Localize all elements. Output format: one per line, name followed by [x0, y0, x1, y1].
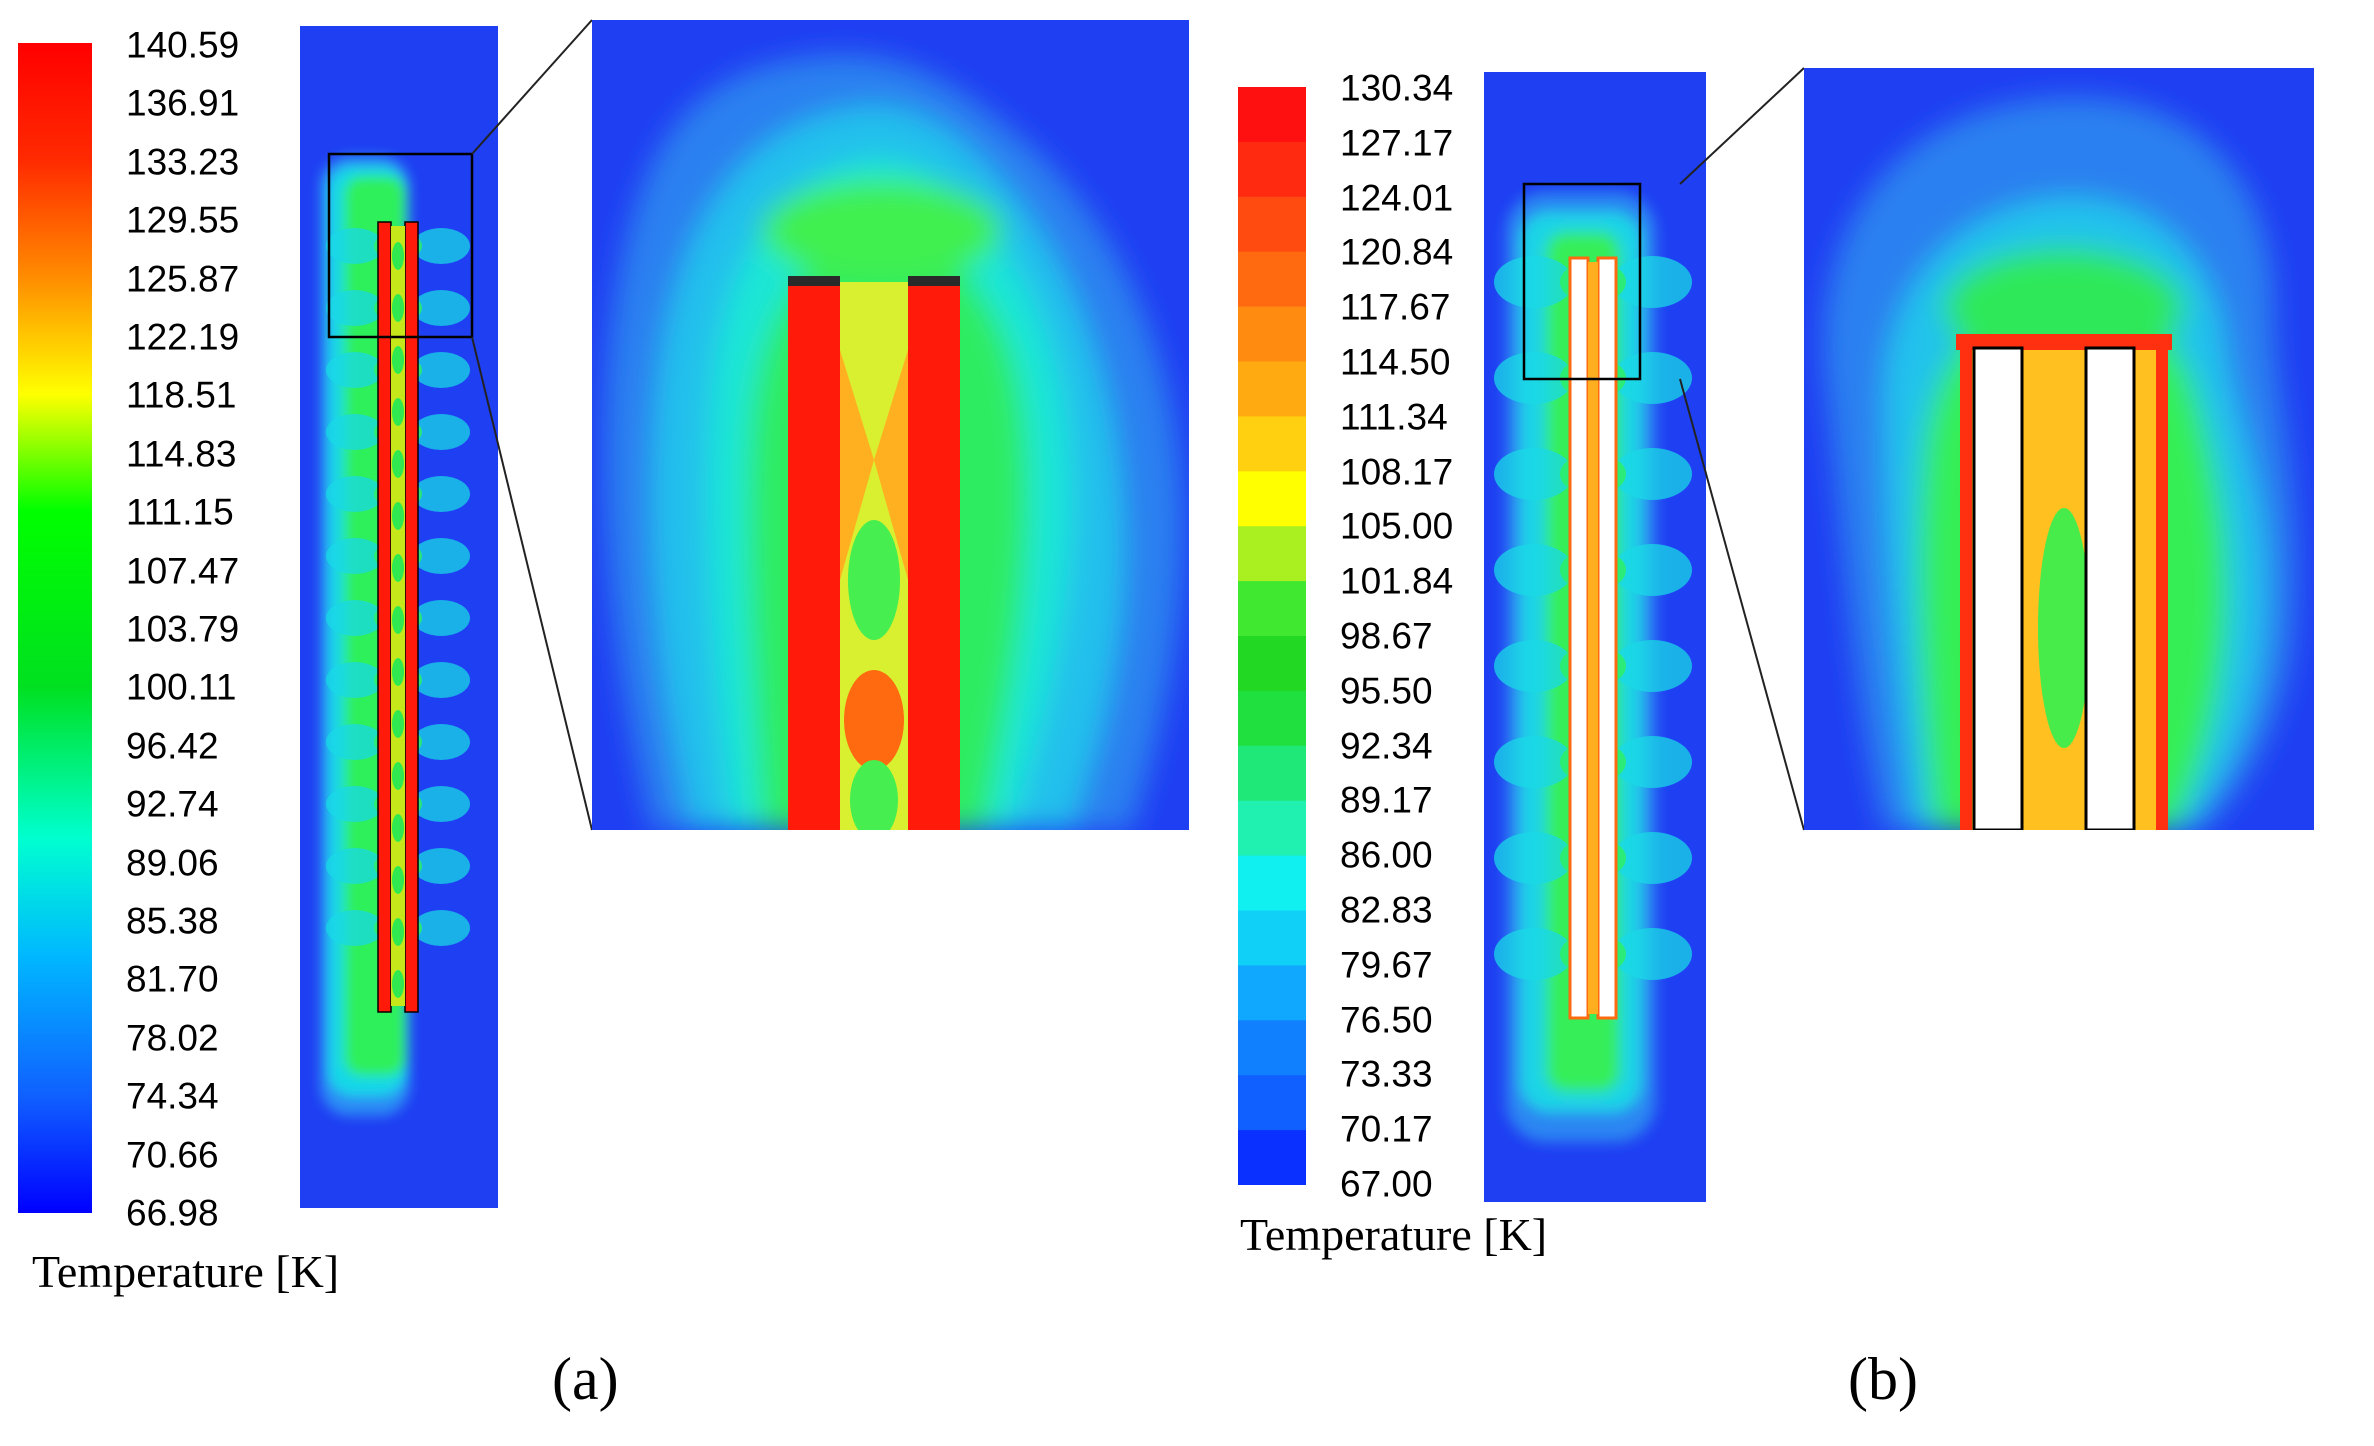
temperature-field-a-overview: [300, 26, 498, 1208]
colorbar-tick-label: 96.42: [126, 725, 219, 767]
colorbar-tick-label: 86.00: [1340, 834, 1433, 876]
colorbar-tick-label: 136.91: [126, 82, 240, 124]
colorbar-tick-label: 95.50: [1340, 670, 1433, 712]
colorbar-tick-label: 114.83: [126, 433, 237, 475]
colorbar-tick-label: 124.01: [1340, 177, 1454, 219]
panel-label-a: (a): [552, 1346, 619, 1412]
colorbar-tick-label: 111.15: [126, 491, 234, 533]
colorbar-tick-label: 70.66: [126, 1134, 219, 1176]
colorbar-tick-label: 117.67: [1340, 286, 1451, 328]
colorbar-tick-label: 81.70: [126, 958, 219, 1000]
panel-label-b: (b): [1848, 1346, 1918, 1412]
colorbar-tick-label: 76.50: [1340, 999, 1433, 1041]
colorbar-a-ticks: 140.59 136.91 133.23 129.55 125.87 122.19 118.…: [126, 27, 266, 1232]
colorbar-tick-label: 92.34: [1340, 725, 1433, 767]
legend-title-b: Temperature [K]: [1240, 1209, 1548, 1260]
colorbar-tick-label: 129.55: [126, 199, 240, 241]
colorbar-tick-label: 122.19: [126, 316, 240, 358]
colorbar-b-ticks: 130.34 127.17 124.01 120.84 117.67 114.50 111.…: [1340, 70, 1480, 1203]
colorbar-tick-label: 107.47: [126, 550, 240, 592]
colorbar-tick-label: 89.17: [1340, 779, 1433, 821]
colorbar-tick-label: 98.67: [1340, 615, 1433, 657]
colorbar-tick-label: 105.00: [1340, 505, 1454, 547]
colorbar-tick-label: 78.02: [126, 1017, 219, 1059]
colorbar-tick-label: 103.79: [126, 608, 240, 650]
colorbar-tick-label: 89.06: [126, 842, 219, 884]
temperature-field-b-zoom: [1804, 68, 2314, 830]
colorbar-tick-label: 85.38: [126, 900, 219, 942]
colorbar-tick-label: 73.33: [1340, 1053, 1433, 1095]
colorbar-tick-label: 66.98: [126, 1192, 219, 1234]
colorbar-tick-label: 70.17: [1340, 1108, 1433, 1150]
colorbar-a: [18, 43, 92, 1213]
colorbar-tick-label: 108.17: [1340, 451, 1454, 493]
colorbar-tick-label: 100.11: [126, 666, 237, 708]
colorbar-tick-label: 111.34: [1340, 396, 1448, 438]
colorbar-tick-label: 133.23: [126, 141, 240, 183]
colorbar-tick-label: 74.34: [126, 1075, 219, 1117]
colorbar-tick-label: 82.83: [1340, 889, 1433, 931]
temperature-field-b-overview: [1484, 72, 1706, 1202]
colorbar-tick-label: 92.74: [126, 783, 219, 825]
colorbar-tick-label: 118.51: [126, 374, 237, 416]
colorbar-b: [1238, 87, 1306, 1185]
colorbar-tick-label: 120.84: [1340, 231, 1454, 273]
legend-title-a: Temperature [K]: [32, 1246, 340, 1297]
colorbar-tick-label: 140.59: [126, 24, 240, 66]
colorbar-tick-label: 101.84: [1340, 560, 1454, 602]
colorbar-tick-label: 67.00: [1340, 1163, 1433, 1205]
temperature-field-a-zoom: [592, 20, 1189, 830]
colorbar-tick-label: 127.17: [1340, 122, 1454, 164]
colorbar-tick-label: 130.34: [1340, 67, 1454, 109]
colorbar-tick-label: 114.50: [1340, 341, 1451, 383]
colorbar-tick-label: 79.67: [1340, 944, 1433, 986]
colorbar-tick-label: 125.87: [126, 258, 240, 300]
